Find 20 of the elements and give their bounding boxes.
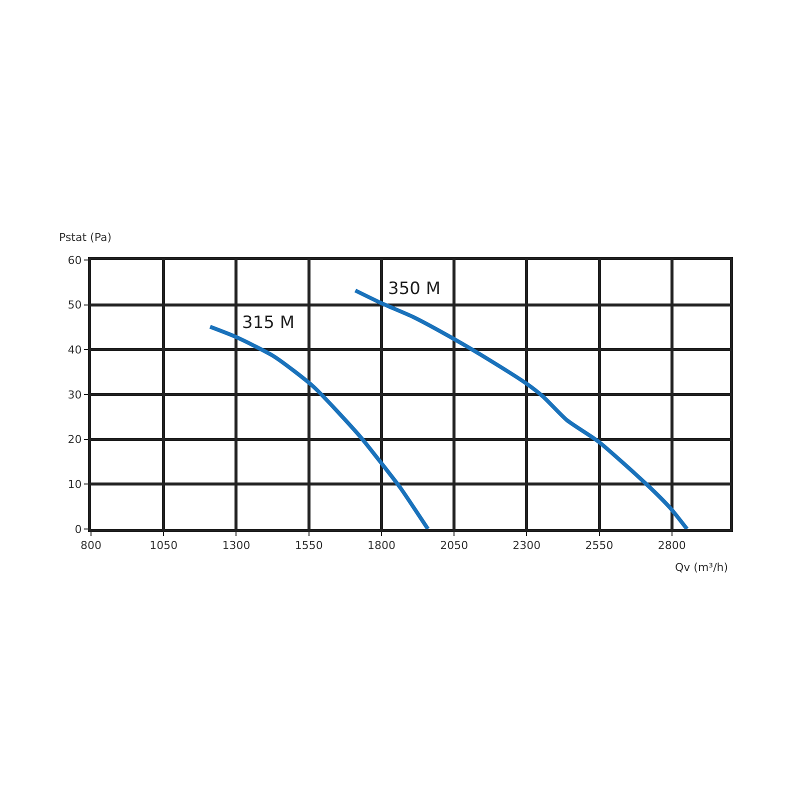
x-tick-label: 1550 [294,539,323,552]
x-tick-label: 2300 [512,539,541,552]
y-tick-label: 50 [68,298,82,312]
series-label: 315 M [242,313,295,333]
y-tick-label: 10 [68,478,82,492]
x-tick-label: 800 [80,539,102,552]
y-tick-label: 30 [68,388,82,402]
x-tick-label: 2050 [440,539,468,552]
y-tick-label: 20 [68,433,82,446]
x-tick-label: 1800 [367,539,396,552]
y-axis-title: Pstat (Pa) [59,231,112,244]
series-label: 350 M [388,279,441,299]
y-tick-label: 40 [68,344,82,357]
x-tick-label: 1050 [150,539,178,552]
x-tick-label: 2550 [585,539,614,552]
y-tick-label: 0 [74,522,82,536]
x-tick-label: 1300 [222,539,250,552]
x-tick-label: 2800 [658,539,686,552]
x-axis-title: Qv (m³/h) [675,561,728,574]
y-tick-label: 60 [68,254,82,267]
